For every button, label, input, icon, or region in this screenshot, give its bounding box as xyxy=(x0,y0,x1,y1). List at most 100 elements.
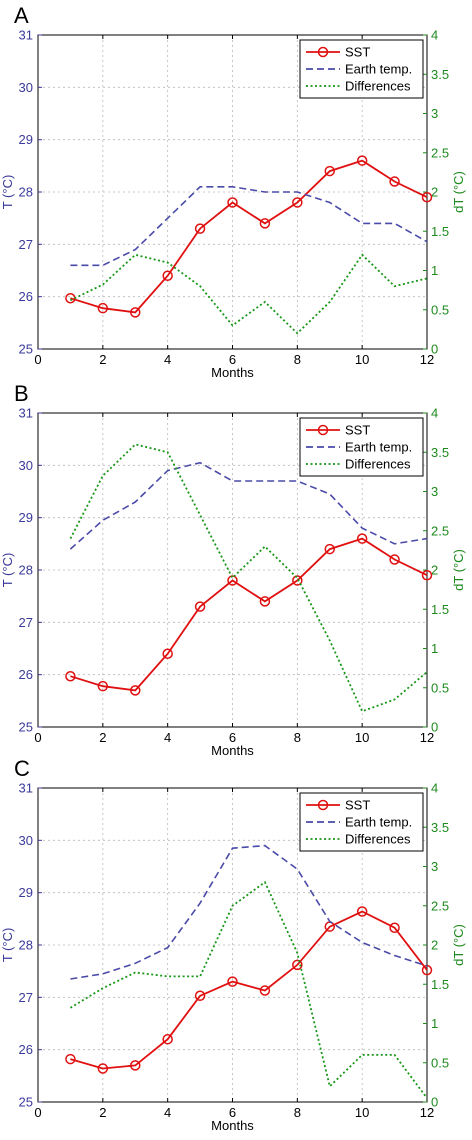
y2-tick-label: 2 xyxy=(431,185,438,200)
series-line-differences xyxy=(69,443,428,713)
series-line-earth-temp xyxy=(70,186,428,267)
x-tick-label: 12 xyxy=(420,1105,434,1120)
x-tick-label: 0 xyxy=(34,730,41,745)
data-point-sst xyxy=(324,543,335,555)
legend-entry: SST xyxy=(345,45,370,60)
y2-tick-label: 2.5 xyxy=(431,145,449,160)
data-point-sst xyxy=(130,1060,141,1071)
y-tick-label: 29 xyxy=(19,132,33,147)
y2-tick-label: 3.5 xyxy=(431,67,449,82)
series-line-sst xyxy=(70,537,428,692)
panel-letter: C xyxy=(14,756,30,781)
x-axis-label: Months xyxy=(211,1118,254,1133)
series-line-earth-temp xyxy=(70,844,428,980)
legend: SST Earth temp. Differences xyxy=(299,792,424,852)
series-line-sst xyxy=(70,910,428,1070)
legend-entry: Earth temp. xyxy=(345,815,412,830)
grid xyxy=(38,413,427,727)
data-point-sst xyxy=(259,985,271,996)
y-tick-label: 27 xyxy=(19,990,33,1005)
y2-axis-label: dT (°C) xyxy=(451,171,466,213)
y-tick-label: 28 xyxy=(19,938,33,953)
y-tick-label: 27 xyxy=(19,237,33,252)
x-tick-label: 2 xyxy=(99,730,106,745)
data-point-sst xyxy=(292,575,303,586)
x-tick-label: 2 xyxy=(99,1105,106,1120)
data-point-sst xyxy=(97,680,109,692)
data-point-sst xyxy=(227,197,238,208)
y2-tick-label: 3.5 xyxy=(431,445,449,460)
y2-tick-label: 1.5 xyxy=(431,977,449,992)
data-point-sst xyxy=(65,670,76,682)
y-tick-label: 27 xyxy=(19,615,33,630)
y-tick-label: 28 xyxy=(19,563,33,578)
y-tick-label: 26 xyxy=(19,667,33,682)
y-tick-label: 29 xyxy=(19,885,33,900)
data-point-sst xyxy=(194,990,206,1002)
y-tick-label: 31 xyxy=(19,406,33,421)
y2-tick-label: 4 xyxy=(431,28,438,43)
y2-tick-label: 0 xyxy=(431,720,438,735)
y2-tick-label: 0.5 xyxy=(431,302,449,317)
y2-tick-label: 2.5 xyxy=(431,523,449,538)
y-tick-label: 25 xyxy=(19,1095,33,1110)
series-line-differences xyxy=(69,880,428,1099)
y2-tick-label: 0 xyxy=(431,1095,438,1110)
y-tick-label: 26 xyxy=(19,1042,33,1057)
y2-axis-label: dT (°C) xyxy=(451,924,466,966)
data-point-sst xyxy=(292,959,303,971)
y-tick-label: 25 xyxy=(19,342,33,357)
x-tick-label: 6 xyxy=(229,1105,236,1120)
y2-tick-label: 4 xyxy=(431,781,438,796)
x-tick-label: 10 xyxy=(355,352,369,367)
y2-tick-label: 3.5 xyxy=(431,820,449,835)
x-tick-label: 6 xyxy=(229,352,236,367)
panel-letter: A xyxy=(14,3,29,28)
data-point-sst xyxy=(421,191,433,203)
y-axis-label: T (°C) xyxy=(0,553,15,588)
data-point-sst xyxy=(227,976,238,987)
x-axis-label: Months xyxy=(211,365,254,380)
legend-marker xyxy=(317,799,329,811)
y2-tick-label: 1 xyxy=(431,641,438,656)
data-point-sst xyxy=(389,922,400,933)
y2-tick-label: 1.5 xyxy=(431,224,449,239)
x-tick-label: 12 xyxy=(420,730,434,745)
x-tick-label: 4 xyxy=(164,352,171,367)
series-line-sst xyxy=(70,159,428,314)
x-tick-label: 0 xyxy=(34,352,41,367)
legend-entry: Earth temp. xyxy=(345,62,412,77)
data-point-sst xyxy=(130,685,141,696)
data-point-sst xyxy=(389,176,400,187)
legend-entry: SST xyxy=(345,423,370,438)
y2-tick-label: 3 xyxy=(431,859,438,874)
series-line-differences xyxy=(70,253,428,335)
legend-marker xyxy=(317,46,329,58)
y2-tick-label: 1.5 xyxy=(431,602,449,617)
data-point-sst xyxy=(259,218,271,229)
data-point-sst xyxy=(194,223,206,234)
data-point-sst xyxy=(356,155,368,166)
y-tick-label: 25 xyxy=(19,720,33,735)
x-tick-label: 8 xyxy=(294,352,301,367)
y-tick-label: 30 xyxy=(19,458,33,473)
panel-c: C 0 2 4 6 8 10 12 25 26 27 28 29 30 31 0 0.5 1 1.5 2 2.5 3 3.5… xyxy=(0,756,466,1133)
x-tick-label: 6 xyxy=(229,730,236,745)
data-point-sst xyxy=(130,307,141,318)
legend-entry: SST xyxy=(345,798,370,813)
legend-box xyxy=(299,792,424,852)
legend-entry: Earth temp. xyxy=(345,440,412,455)
y2-tick-label: 2 xyxy=(431,563,438,578)
y2-tick-label: 1 xyxy=(431,1016,438,1031)
data-point-sst xyxy=(97,1063,109,1074)
y2-tick-label: 2.5 xyxy=(431,898,449,913)
data-point-sst xyxy=(162,270,173,281)
y-tick-label: 28 xyxy=(19,185,33,200)
y2-tick-label: 0.5 xyxy=(431,680,449,695)
y-tick-label: 26 xyxy=(19,289,33,304)
series-line-earth-temp xyxy=(69,461,428,550)
panel-a: A 0 2 4 6 8 10 12 25 26 27 28 29 30 31 0 0.5 1 1.5 2 2.5 3 3.5… xyxy=(0,3,466,380)
x-tick-label: 2 xyxy=(99,352,106,367)
data-point-sst xyxy=(292,197,303,208)
